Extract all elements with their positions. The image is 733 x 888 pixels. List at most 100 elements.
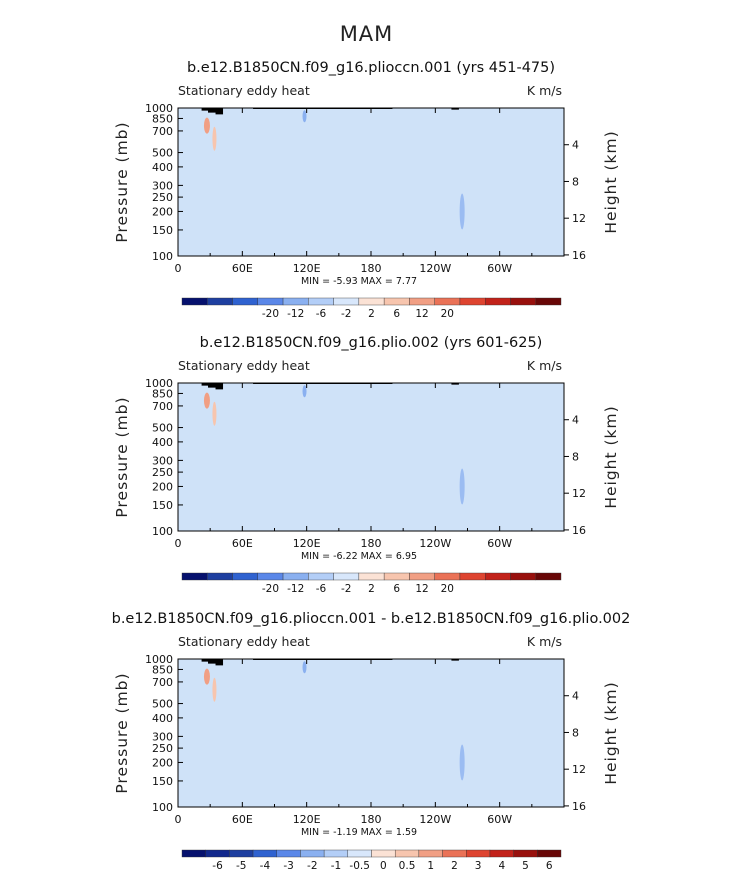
colorbar-swatch xyxy=(418,849,443,858)
colorbar-label: 6 xyxy=(393,308,400,320)
y-tick-label: 150 xyxy=(152,499,173,512)
negative-spike xyxy=(302,661,307,674)
y-tick-label: 400 xyxy=(152,436,173,449)
colorbar-swatch xyxy=(181,849,206,858)
x-tick-label: 120E xyxy=(293,262,321,275)
colorbar-swatch xyxy=(308,572,334,581)
colorbar-label: 6 xyxy=(546,860,553,872)
colorbar-swatch xyxy=(232,297,259,306)
colorbar: -6 -5 -4 -3 -2 -1 -0.5 0 0.5 1 2 3 4 5 6 xyxy=(181,849,562,872)
y2-axis-label: Height (km) xyxy=(602,681,620,784)
y2-tick-label: 16 xyxy=(572,800,586,813)
colorbar-label: 12 xyxy=(415,308,428,320)
colorbar-swatch xyxy=(485,297,511,306)
field-background xyxy=(178,108,564,256)
y-tick-label: 700 xyxy=(152,676,173,689)
colorbar-label: 20 xyxy=(441,308,454,320)
y-tick-label: 300 xyxy=(152,454,173,467)
panel-units: K m/s xyxy=(527,358,562,373)
colorbar-swatch xyxy=(442,849,467,858)
colorbar-label: 0.5 xyxy=(399,860,416,872)
y2-tick-label: 12 xyxy=(572,487,586,500)
colorbar-label: 1 xyxy=(427,860,434,872)
min-max-label: MIN = -1.19 MAX = 1.59 xyxy=(301,827,417,838)
panel-2: b.e12.B1850CN.f09_g16.plio.002 (yrs 601-… xyxy=(113,335,620,595)
x-tick-label: 180 xyxy=(361,537,382,550)
y-tick-label: 250 xyxy=(152,466,173,479)
x-tick-label: 180 xyxy=(361,813,382,826)
panel-title: b.e12.B1850CN.f09_g16.plio.002 (yrs 601-… xyxy=(200,335,543,351)
y-tick-label: 850 xyxy=(152,387,173,400)
y-tick-label: 400 xyxy=(152,712,173,725)
season-title: MAM xyxy=(339,22,394,46)
colorbar-label: -2 xyxy=(307,860,317,872)
x-tick-label: 60W xyxy=(487,262,512,275)
colorbar-swatch xyxy=(466,849,491,858)
y-tick-label: 850 xyxy=(152,663,173,676)
panel-1: b.e12.B1850CN.f09_g16.plioccn.001 (yrs 4… xyxy=(113,60,620,320)
colorbar-label: -20 xyxy=(262,583,279,595)
field-background xyxy=(178,383,564,531)
y-tick-label: 100 xyxy=(152,525,173,538)
negative-spike xyxy=(302,385,307,398)
colorbar-swatch xyxy=(333,297,360,306)
y-tick-label: 300 xyxy=(152,730,173,743)
negative-spike xyxy=(459,193,465,230)
y2-tick-label: 4 xyxy=(572,414,579,427)
colorbar-label: -6 xyxy=(316,308,327,320)
colorbar-swatch xyxy=(485,572,511,581)
x-tick-label: 0 xyxy=(175,537,182,550)
colorbar-swatch xyxy=(358,297,385,306)
y2-tick-label: 4 xyxy=(572,690,579,703)
min-max-label: MIN = -5.93 MAX = 7.77 xyxy=(301,276,417,287)
colorbar-swatch xyxy=(510,297,536,306)
colorbar-label: 2 xyxy=(451,860,458,872)
y-tick-label: 200 xyxy=(152,480,173,493)
colorbar-label: 2 xyxy=(368,583,375,595)
y-tick-label: 300 xyxy=(152,179,173,192)
colorbar: -20 -12 -6 -2 2 6 12 20 xyxy=(181,572,562,595)
colorbar-swatch xyxy=(229,849,254,858)
colorbar-swatch xyxy=(333,572,360,581)
x-tick-label: 180 xyxy=(361,262,382,275)
x-tick-label: 120W xyxy=(419,813,451,826)
panel-subtitle: Stationary eddy heat xyxy=(178,634,310,649)
y-tick-label: 200 xyxy=(152,756,173,769)
panel-units: K m/s xyxy=(527,634,562,649)
colorbar-label: 2 xyxy=(368,308,375,320)
y-tick-label: 500 xyxy=(152,147,173,160)
y2-axis-label: Height (km) xyxy=(602,405,620,508)
y2-tick-label: 8 xyxy=(572,726,579,739)
positive-spike xyxy=(212,677,217,702)
colorbar-label: 3 xyxy=(475,860,482,872)
heatmap-field xyxy=(178,659,564,807)
y2-tick-label: 16 xyxy=(572,524,586,537)
x-tick-label: 120E xyxy=(293,813,321,826)
negative-spike xyxy=(302,110,307,123)
colorbar: -20 -12 -6 -2 2 6 12 20 xyxy=(181,297,562,320)
y-tick-label: 500 xyxy=(152,698,173,711)
colorbar-label: 12 xyxy=(415,583,428,595)
colorbar-label: -6 xyxy=(212,860,223,872)
colorbar-swatch xyxy=(409,572,435,581)
x-tick-label: 60E xyxy=(232,537,253,550)
colorbar-swatch xyxy=(282,572,309,581)
colorbar-swatch xyxy=(252,849,277,858)
colorbar-swatch xyxy=(394,849,420,858)
y-tick-label: 700 xyxy=(152,400,173,413)
y2-tick-label: 12 xyxy=(572,212,586,225)
colorbar-label: 4 xyxy=(498,860,505,872)
positive-spike xyxy=(212,126,217,151)
x-tick-label: 120W xyxy=(419,262,451,275)
y2-axis-label: Height (km) xyxy=(602,130,620,233)
colorbar-swatch xyxy=(434,297,461,306)
colorbar-label: 6 xyxy=(393,583,400,595)
colorbar-label: -4 xyxy=(260,860,271,872)
colorbar-swatch xyxy=(181,297,208,306)
y-tick-label: 400 xyxy=(152,161,173,174)
colorbar-swatch xyxy=(535,572,562,581)
colorbar-swatch xyxy=(513,849,538,858)
positive-spike xyxy=(203,668,210,685)
colorbar-swatch xyxy=(276,849,301,858)
